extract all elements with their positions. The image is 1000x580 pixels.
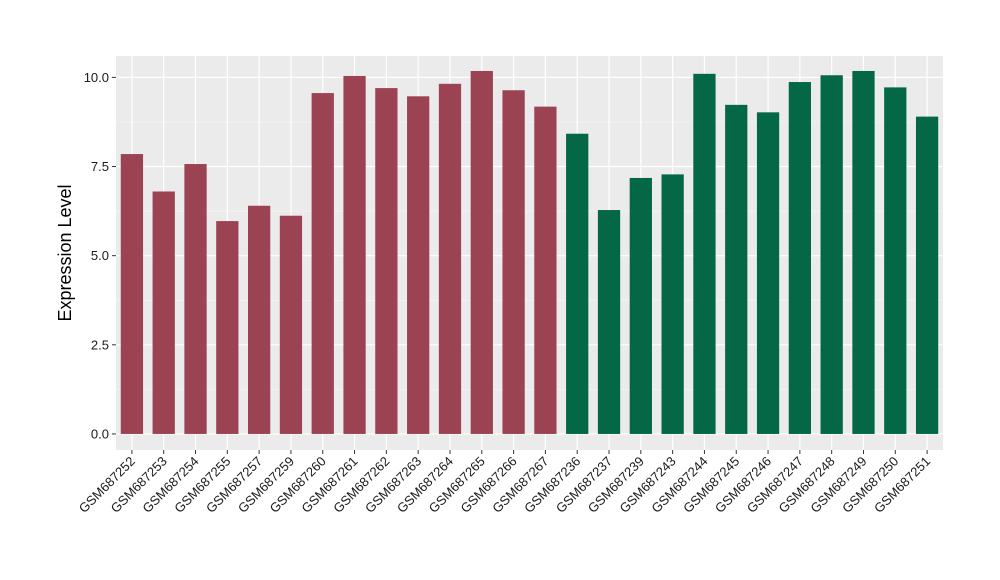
bar <box>852 70 875 434</box>
bar <box>343 75 366 434</box>
bar <box>311 93 334 434</box>
bars <box>120 70 939 434</box>
bar <box>597 210 621 434</box>
x-axis: GSM687252GSM687253GSM687254GSM687255GSM6… <box>76 450 933 516</box>
y-tick-label: 0.0 <box>91 426 109 441</box>
bar <box>725 104 748 434</box>
bar <box>375 88 398 434</box>
y-tick-label: 7.5 <box>91 159 109 174</box>
bar <box>184 164 207 434</box>
bar <box>279 215 303 434</box>
bar <box>248 205 271 434</box>
bar <box>693 73 716 434</box>
bar <box>216 221 239 434</box>
bar <box>534 106 557 434</box>
bar <box>788 82 811 434</box>
bar <box>756 112 780 434</box>
bar <box>661 174 684 434</box>
bar <box>915 116 939 434</box>
y-tick-label: 5.0 <box>91 248 109 263</box>
bar <box>407 96 430 434</box>
bar <box>120 154 144 434</box>
bar <box>884 87 907 434</box>
plot-panel <box>116 56 943 450</box>
bar <box>502 90 525 434</box>
y-tick-label: 10.0 <box>84 70 109 85</box>
bar <box>629 177 652 434</box>
bar <box>820 75 843 434</box>
bar <box>470 70 493 434</box>
y-axis-title: Expression Level <box>55 184 75 321</box>
y-tick-label: 2.5 <box>91 337 109 352</box>
y-axis: 0.0 2.5 5.0 7.5 10.0 <box>84 70 116 441</box>
bar <box>438 83 462 434</box>
bar <box>566 133 589 434</box>
bar <box>152 191 175 434</box>
